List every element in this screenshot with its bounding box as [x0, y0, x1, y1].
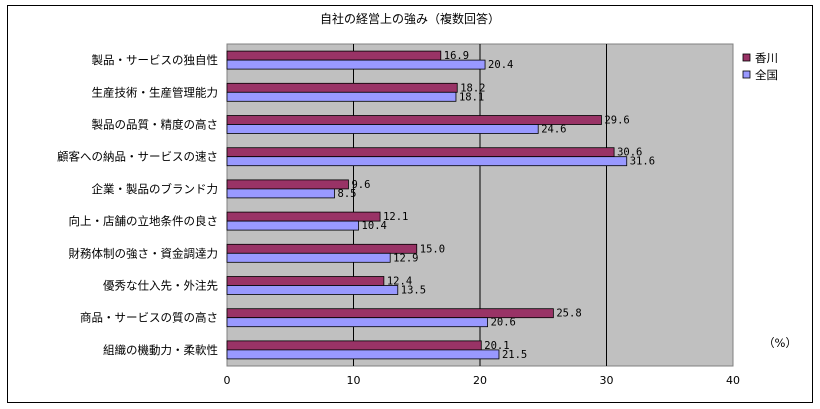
bar: [226, 276, 385, 286]
bar: [226, 59, 486, 70]
bar: [226, 82, 458, 93]
category-label: 優秀な仕入先・外注先: [103, 279, 218, 293]
data-labels: 16.9 20.418.218.1 29.6 24.6 30.631.6 9.68.5 12…: [338, 50, 656, 361]
data-label: 12.1: [383, 211, 408, 223]
data-label: 29.6: [604, 115, 629, 127]
legend-label: 全国: [755, 68, 778, 82]
bar: [226, 50, 442, 61]
unit-label: （%）: [763, 336, 797, 350]
data-label: 10.4: [362, 220, 387, 232]
category-label: 財務体制の強さ・資金調達力: [69, 246, 219, 260]
data-label: 20.1: [484, 340, 509, 352]
bar: [226, 147, 615, 158]
category-label: 生産技術・生産管理能力: [92, 85, 219, 99]
bar: [226, 156, 628, 167]
bar: [226, 188, 335, 199]
bar: [226, 243, 418, 254]
legend-label: 香川: [755, 51, 778, 65]
bars: [226, 50, 628, 360]
category-label: 組織の機動力・柔軟性: [103, 343, 218, 357]
legend-swatch: [742, 70, 751, 79]
category-label: 製品・サービスの独自性: [92, 53, 219, 67]
data-label: 18.2: [460, 82, 485, 94]
x-tick-label: 40: [726, 374, 740, 387]
bar: [226, 220, 359, 231]
category-label: 製品の品質・精度の高さ: [92, 118, 219, 132]
bar: [226, 252, 391, 263]
bar: [226, 285, 399, 295]
category-label: 商品・サービスの質の高さ: [80, 311, 218, 325]
legend-swatch: [742, 53, 751, 62]
bar: [226, 211, 381, 222]
data-label: 12.9: [393, 252, 418, 264]
data-label: 15.0: [420, 243, 445, 255]
bar: [226, 349, 500, 360]
data-label: 30.6: [617, 147, 642, 159]
data-label: 16.9: [444, 50, 469, 62]
category-label: 顧客への納品・サービスの速さ: [57, 150, 218, 164]
data-label: 20.6: [491, 317, 516, 329]
data-label: 9.6: [351, 179, 370, 191]
bar: [226, 91, 457, 102]
x-axis-ticks: 0 10 20 30 40: [224, 374, 741, 387]
bar: [226, 317, 488, 328]
bar: [226, 179, 349, 190]
x-tick-label: 20: [473, 374, 487, 387]
category-label: 向上・店舗の立地条件の良さ: [69, 214, 219, 228]
data-label: 25.8: [556, 308, 581, 320]
category-label: 企業・製品のブランド力: [92, 182, 219, 196]
data-label: 31.6: [630, 156, 655, 168]
data-label: 21.5: [502, 349, 527, 361]
data-label: 20.4: [488, 59, 513, 71]
data-label: 13.5: [401, 285, 426, 297]
data-label: 24.6: [541, 124, 566, 136]
category-labels: 製品・サービスの独自性生産技術・生産管理能力製品の品質・精度の高さ顧客への納品・…: [57, 53, 218, 357]
data-label: 18.1: [459, 91, 484, 103]
data-label: 8.5: [338, 188, 357, 200]
x-tick-label: 10: [347, 374, 361, 387]
bar: [226, 124, 539, 134]
chart-title: 自社の経営上の強み（複数回答）: [320, 11, 500, 26]
bar: [226, 340, 482, 351]
x-tick-label: 30: [600, 374, 614, 387]
x-tick-label: 0: [224, 374, 231, 387]
data-label: 12.4: [387, 276, 412, 288]
